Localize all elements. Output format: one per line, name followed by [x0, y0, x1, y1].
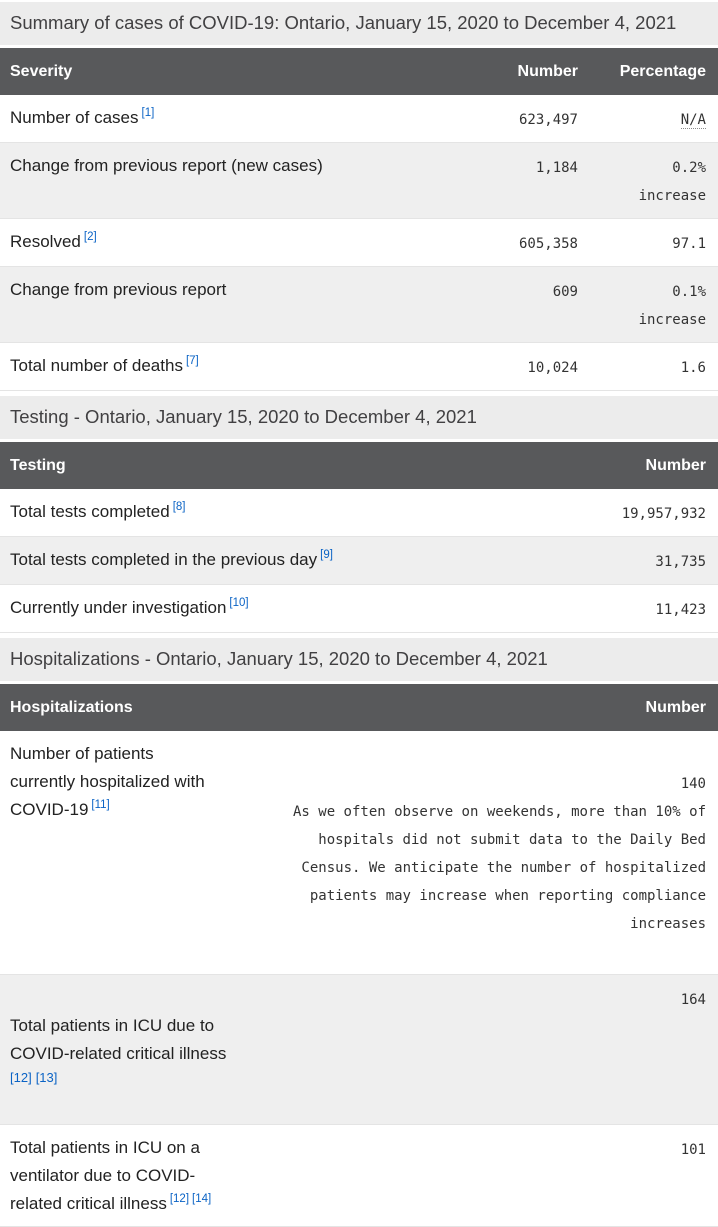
cell-number: 623,497	[518, 112, 578, 129]
table-row-icu-patients: Total patients in ICU due to COVID-relat…	[0, 974, 718, 1125]
footnote-ref-link[interactable]: [12]	[10, 1070, 32, 1086]
page-title: Summary of cases of COVID-19: Ontario, J…	[0, 2, 718, 46]
cell-percentage: 97.1	[672, 236, 706, 253]
hospitalizations-header-row: Hospitalizations Number	[0, 684, 718, 732]
cell-number: 11,423	[655, 602, 706, 619]
table-row-number-of-cases: Number of cases [1] 623,497 N/A	[0, 95, 718, 143]
row-label: Number of cases	[10, 108, 139, 128]
column-header-testing: Testing	[0, 442, 548, 490]
row-label: Total patients in ICU due to COVID-relat…	[10, 1016, 227, 1064]
footnote-ref-link[interactable]: [11]	[91, 799, 110, 812]
row-label: Total tests completed in the previous da…	[10, 550, 318, 570]
table-row-resolved: Resolved [2] 605,358 97.1	[0, 218, 718, 267]
reporting-compliance-note: As we often observe on weekends, more th…	[292, 804, 706, 933]
cell-number: 609	[552, 284, 578, 301]
cell-number: 140	[680, 776, 706, 793]
column-header-number: Number	[548, 442, 718, 490]
table-row-total-tests: Total tests completed [8] 19,957,932	[0, 489, 718, 537]
row-label: Change from previous report	[10, 280, 227, 300]
footnote-refs-line: [12] [13]	[10, 1068, 244, 1088]
cell-number: 19,957,932	[621, 506, 706, 523]
table-row-currently-hospitalized: Number of patients currently hospitalize…	[0, 731, 718, 975]
column-header-hospitalizations: Hospitalizations	[0, 684, 252, 732]
footnote-ref-link[interactable]: [2]	[83, 231, 97, 244]
footnote-ref-link[interactable]: [10]	[229, 597, 249, 610]
severity-table: Severity Number Percentage Number of cas…	[0, 48, 718, 391]
footnote-ref-link[interactable]: [9]	[320, 549, 333, 562]
cell-number: 164	[680, 992, 706, 1009]
section-heading-testing: Testing - Ontario, January 15, 2020 to D…	[0, 396, 718, 440]
footnote-ref-link[interactable]: [7]	[185, 355, 199, 368]
testing-header-row: Testing Number	[0, 442, 718, 490]
footnote-ref-link[interactable]: [13]	[35, 1070, 58, 1086]
row-label: Number of patients currently hospitalize…	[10, 744, 205, 820]
footnote-ref-link[interactable]: [14]	[192, 1193, 212, 1206]
row-label: Change from previous report (new cases)	[10, 156, 323, 176]
row-label: Total number of deaths	[10, 356, 183, 376]
column-header-severity: Severity	[0, 48, 478, 96]
row-label: Total tests completed	[10, 502, 170, 522]
section-heading-hospitalizations: Hospitalizations - Ontario, January 15, …	[0, 638, 718, 682]
cell-number: 605,358	[518, 236, 578, 253]
cell-number: 31,735	[655, 554, 706, 571]
cell-number: 10,024	[527, 360, 578, 377]
na-abbr: N/A	[680, 112, 706, 130]
table-row-change-new-cases: Change from previous report (new cases) …	[0, 142, 718, 219]
row-label: Resolved	[10, 232, 81, 252]
table-row-tests-previous-day: Total tests completed in the previous da…	[0, 536, 718, 585]
testing-table: Testing Number Total tests completed [8] …	[0, 442, 718, 633]
table-row-total-deaths: Total number of deaths [7] 10,024 1.6	[0, 342, 718, 391]
column-header-number: Number	[252, 684, 718, 732]
table-row-under-investigation: Currently under investigation [10] 11,423	[0, 584, 718, 633]
column-header-percentage: Percentage	[590, 48, 718, 96]
cell-percentage: 1.6	[680, 360, 706, 377]
table-row-icu-ventilator: Total patients in ICU on a ventilator du…	[0, 1124, 718, 1227]
footnote-ref-link[interactable]: [1]	[141, 107, 155, 120]
cell-percentage: 0.2% increase	[638, 160, 706, 205]
cell-number: 101	[680, 1142, 706, 1159]
severity-header-row: Severity Number Percentage	[0, 48, 718, 96]
cell-percentage: 0.1% increase	[638, 284, 706, 329]
hospitalizations-table: Hospitalizations Number Number of patien…	[0, 684, 718, 1227]
table-row-change-previous-report: Change from previous report 609 0.1% inc…	[0, 266, 718, 343]
row-label: Currently under investigation	[10, 598, 227, 618]
cell-number: 1,184	[535, 160, 578, 177]
footnote-ref-link[interactable]: [8]	[172, 501, 186, 514]
column-header-number: Number	[478, 48, 590, 96]
footnote-ref-link[interactable]: [12]	[169, 1193, 190, 1206]
